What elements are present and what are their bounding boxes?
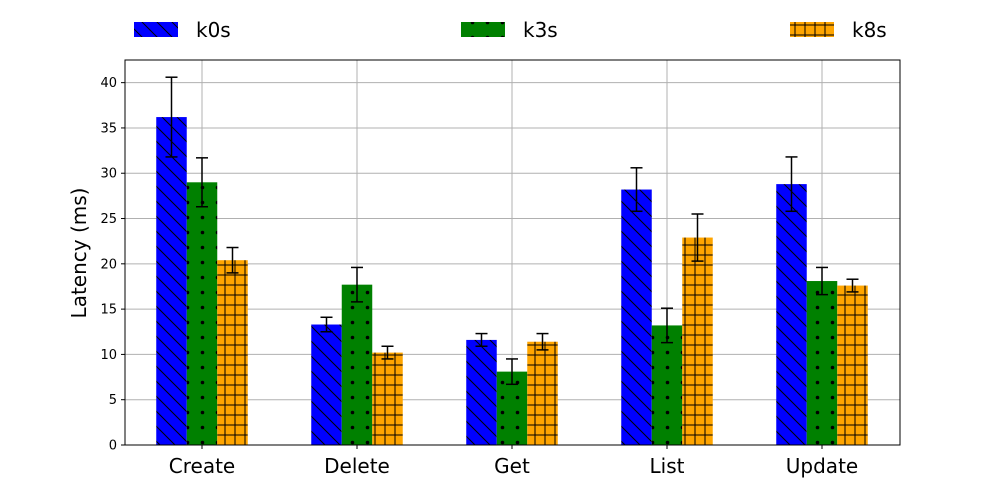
x-tick-label-get: Get <box>494 454 530 478</box>
error-bar-k3s-list <box>661 307 673 344</box>
y-tick-label: 40 <box>100 76 117 91</box>
error-bar-k8s-delete <box>381 345 394 360</box>
legend-label-k3s: k3s <box>523 18 558 42</box>
bar-k0s-update <box>776 184 807 445</box>
error-bar-k3s-delete <box>351 266 363 303</box>
bar-k8s-delete <box>372 352 403 445</box>
y-tick-label: 35 <box>100 121 117 136</box>
bar-k3s-update <box>806 281 838 445</box>
legend-label-k0s: k0s <box>196 18 231 42</box>
bar-k8s-get <box>527 341 558 445</box>
y-tick-label: 5 <box>109 393 117 408</box>
error-bars <box>165 76 859 386</box>
legend-swatch-k8s <box>790 22 834 37</box>
y-axis-title: Latency (ms) <box>67 188 91 319</box>
y-tick-label: 30 <box>100 167 117 182</box>
x-tick-label-delete: Delete <box>324 454 390 478</box>
legend-item-k0s: k0s <box>134 18 231 42</box>
x-axis-ticks: Create Delete Get List Update <box>169 445 858 478</box>
y-axis-ticks: 0 5 10 15 20 25 30 35 40 <box>100 76 125 454</box>
x-tick-label-list: List <box>650 454 685 478</box>
bar-k0s-get <box>466 339 497 445</box>
y-tick-label: 10 <box>100 348 117 363</box>
legend-item-k8s: k8s <box>790 18 887 42</box>
bars <box>156 117 868 445</box>
error-bar-k3s-get <box>506 358 518 386</box>
legend: k0s k3s k8s <box>134 18 887 42</box>
y-tick-label: 15 <box>100 303 117 318</box>
error-bar-k8s-update <box>846 278 859 293</box>
bar-k0s-list <box>621 189 652 445</box>
error-bar-k0s-create <box>165 76 178 158</box>
error-bar-k0s-get <box>475 332 488 348</box>
legend-item-k3s: k3s <box>461 18 558 42</box>
bar-k0s-delete <box>311 324 342 445</box>
bar-k3s-list <box>651 325 683 445</box>
y-tick-label: 0 <box>109 439 117 454</box>
error-bar-k3s-update <box>816 266 828 296</box>
legend-swatch-k0s <box>134 22 178 37</box>
bar-k8s-update <box>837 285 868 445</box>
bar-k8s-create <box>217 260 248 445</box>
x-tick-label-create: Create <box>169 454 235 478</box>
y-tick-label: 25 <box>100 212 117 227</box>
error-bar-k0s-delete <box>320 316 333 333</box>
bar-k0s-create <box>156 117 187 445</box>
error-bar-k0s-list <box>630 167 643 213</box>
error-bar-k8s-create <box>226 246 239 274</box>
bar-k3s-delete <box>341 284 373 445</box>
error-bar-k8s-get <box>536 332 549 351</box>
x-tick-label-update: Update <box>786 454 858 478</box>
y-tick-label: 20 <box>100 257 117 272</box>
error-bar-k3s-create <box>196 157 208 208</box>
legend-swatch-k3s <box>461 22 505 37</box>
error-bar-k8s-list <box>691 213 704 262</box>
bar-k3s-create <box>186 182 218 445</box>
bar-k8s-list <box>682 237 713 445</box>
legend-label-k8s: k8s <box>852 18 887 42</box>
error-bar-k0s-update <box>785 156 798 213</box>
